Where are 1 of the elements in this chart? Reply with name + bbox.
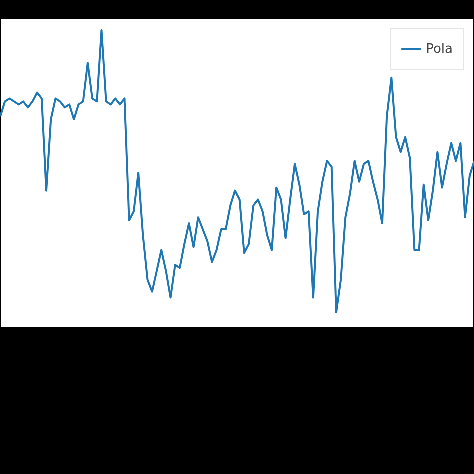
legend-label: Pola [426,42,453,56]
